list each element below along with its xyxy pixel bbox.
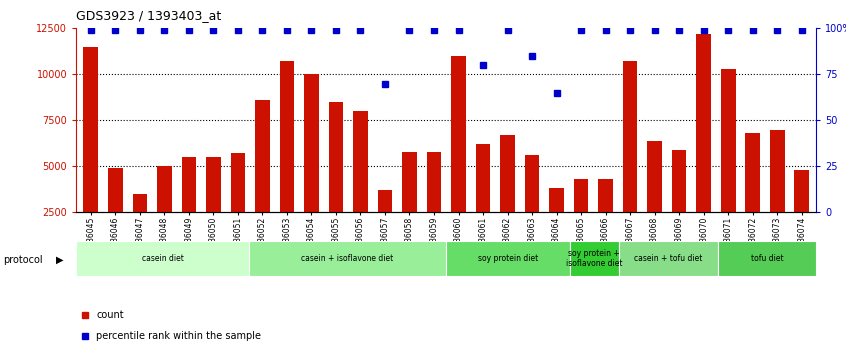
- Bar: [426, 152, 442, 212]
- Text: tofu diet: tofu diet: [750, 254, 783, 263]
- Text: casein + isoflavone diet: casein + isoflavone diet: [301, 254, 393, 263]
- Bar: [249, 241, 447, 276]
- Bar: [794, 170, 809, 212]
- Bar: [231, 154, 245, 212]
- Text: casein diet: casein diet: [141, 254, 184, 263]
- Bar: [377, 190, 393, 212]
- Bar: [745, 133, 760, 212]
- Bar: [206, 157, 221, 212]
- Text: count: count: [96, 310, 124, 320]
- Text: soy protein +
isoflavone diet: soy protein + isoflavone diet: [566, 249, 623, 268]
- Text: casein + tofu diet: casein + tofu diet: [634, 254, 702, 263]
- Bar: [402, 152, 417, 212]
- Bar: [255, 100, 270, 212]
- Text: soy protein diet: soy protein diet: [478, 254, 538, 263]
- Bar: [619, 241, 717, 276]
- Bar: [328, 102, 343, 212]
- Bar: [598, 179, 613, 212]
- Text: ▶: ▶: [56, 255, 63, 265]
- Bar: [569, 241, 619, 276]
- Bar: [451, 56, 466, 212]
- Text: protocol: protocol: [3, 255, 43, 265]
- Bar: [623, 62, 637, 212]
- Bar: [525, 155, 540, 212]
- Bar: [108, 168, 123, 212]
- Bar: [721, 69, 735, 212]
- Bar: [672, 150, 686, 212]
- Bar: [133, 194, 147, 212]
- Text: percentile rank within the sample: percentile rank within the sample: [96, 331, 261, 341]
- Bar: [304, 74, 319, 212]
- Bar: [500, 135, 515, 212]
- Bar: [717, 241, 816, 276]
- Bar: [770, 130, 784, 212]
- Bar: [475, 144, 491, 212]
- Bar: [76, 241, 249, 276]
- Text: GDS3923 / 1393403_at: GDS3923 / 1393403_at: [76, 9, 222, 22]
- Bar: [549, 188, 564, 212]
- Bar: [353, 111, 368, 212]
- Bar: [182, 157, 196, 212]
- Bar: [574, 179, 589, 212]
- Bar: [647, 141, 662, 212]
- Bar: [157, 166, 172, 212]
- Bar: [696, 34, 711, 212]
- Bar: [447, 241, 569, 276]
- Bar: [84, 47, 98, 212]
- Bar: [279, 62, 294, 212]
